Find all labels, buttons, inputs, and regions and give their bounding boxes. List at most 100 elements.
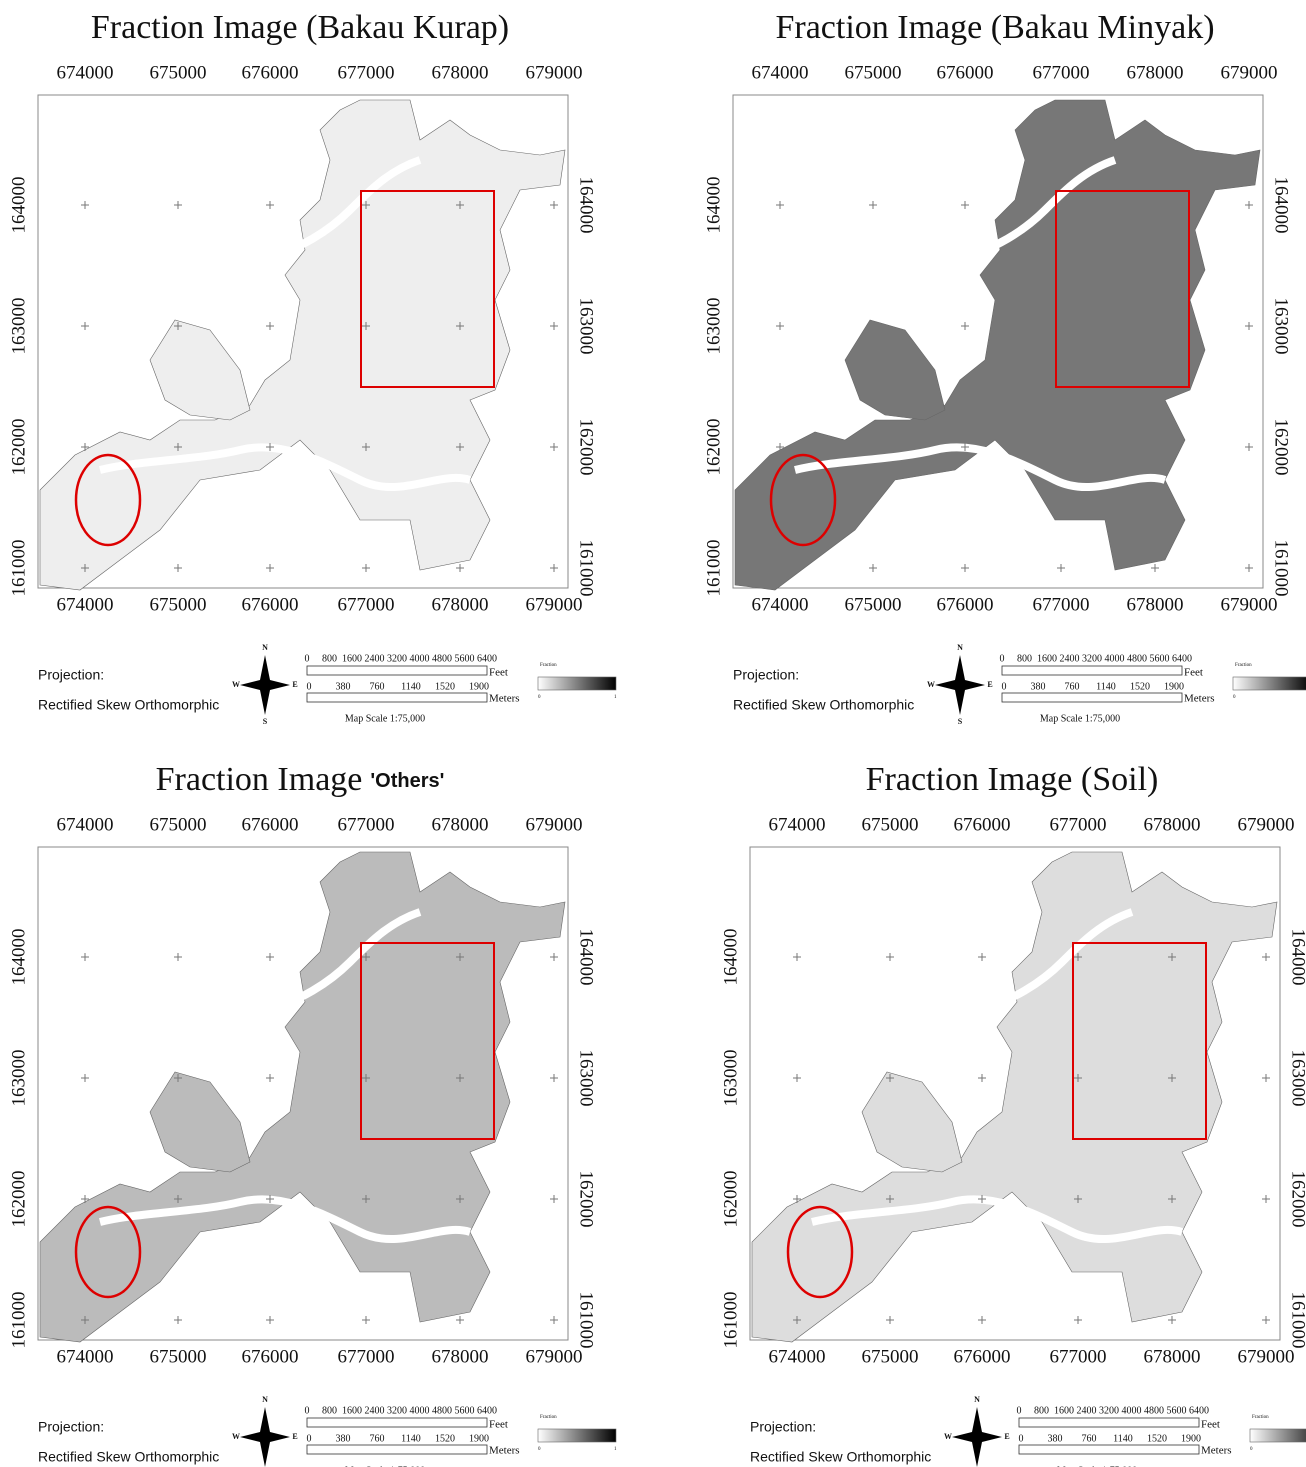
- map-panel: Fraction Image (Bakau Minyak)67400067400…: [703, 9, 1306, 726]
- x-axis-label-bottom: 678000: [432, 1346, 489, 1367]
- feet-tick: 2400: [1077, 1405, 1097, 1416]
- feet-tick: 2400: [1060, 653, 1080, 664]
- meter-tick: 760: [1082, 1433, 1097, 1444]
- x-axis-label-top: 678000: [432, 814, 489, 835]
- meter-tick: 1900: [469, 681, 489, 692]
- fraction-label: Fraction: [540, 1415, 557, 1420]
- feet-bar: [307, 666, 487, 675]
- meter-unit: Meters: [1184, 693, 1215, 705]
- meter-unit: Meters: [1201, 1445, 1232, 1457]
- map-panel: Fraction Image'Others'674000674000675000…: [8, 761, 617, 1467]
- meter-tick: 0: [307, 1433, 312, 1444]
- x-axis-label-top: 675000: [150, 62, 207, 83]
- projection-label: Projection:: [733, 667, 799, 683]
- projection-label: Projection:: [750, 1419, 816, 1435]
- north-arrow: [240, 1407, 290, 1467]
- x-axis-label-bottom: 675000: [150, 1346, 207, 1367]
- feet-tick: 6400: [477, 653, 497, 664]
- meter-tick: 380: [1048, 1433, 1063, 1444]
- fraction-label: Fraction: [1235, 663, 1252, 668]
- fraction-max: 1: [614, 695, 617, 700]
- compass-letter: W: [927, 680, 935, 689]
- y-axis-label-right: 161000: [576, 1292, 597, 1349]
- fraction-max: 1: [614, 1447, 617, 1452]
- x-axis-label-top: 677000: [338, 62, 395, 83]
- x-axis-label-bottom: 677000: [338, 594, 395, 615]
- map-panel: Fraction Image (Bakau Kurap)674000674000…: [8, 9, 617, 726]
- meter-tick: 1900: [469, 1433, 489, 1444]
- projection-label: Projection:: [38, 667, 104, 683]
- x-axis-label-top: 676000: [242, 814, 299, 835]
- feet-tick: 0: [1000, 653, 1005, 664]
- fraction-label: Fraction: [1252, 1415, 1269, 1420]
- feet-tick: 0: [305, 653, 310, 664]
- x-axis-label-top: 679000: [526, 62, 583, 83]
- y-axis-label-left: 161000: [8, 540, 29, 597]
- fraction-ramp: [538, 1429, 616, 1442]
- fraction-ramp: [1250, 1429, 1306, 1442]
- x-axis-label-bottom: 676000: [937, 594, 994, 615]
- x-axis-label-bottom: 675000: [862, 1346, 919, 1367]
- feet-tick: 6400: [477, 1405, 497, 1416]
- fraction-min: 0: [1250, 1447, 1253, 1452]
- feet-tick: 4800: [432, 1405, 452, 1416]
- x-axis-label-bottom: 676000: [242, 1346, 299, 1367]
- map-panel: Fraction Image (Soil)6740006740006750006…: [720, 761, 1306, 1467]
- feet-unit: Feet: [489, 667, 508, 679]
- projection-name: Rectified Skew Orthomorphic: [750, 1449, 931, 1465]
- y-axis-label-right: 162000: [1288, 1171, 1306, 1228]
- x-axis-label-bottom: 674000: [752, 594, 809, 615]
- title-suffix: 'Others': [370, 770, 444, 792]
- y-axis-label-right: 164000: [1271, 177, 1292, 234]
- x-axis-label-bottom: 674000: [57, 594, 114, 615]
- y-axis-label-left: 163000: [8, 298, 29, 355]
- feet-tick: 4800: [432, 653, 452, 664]
- compass-letter: E: [987, 680, 992, 689]
- feet-tick: 6400: [1189, 1405, 1209, 1416]
- map-scale: Map Scale 1:75,000: [345, 713, 425, 724]
- meter-tick: 0: [1002, 681, 1007, 692]
- meter-tick: 1520: [435, 1433, 455, 1444]
- y-axis-label-left: 163000: [720, 1050, 741, 1107]
- meter-tick: 1140: [1113, 1433, 1133, 1444]
- meter-tick: 1520: [1147, 1433, 1167, 1444]
- y-axis-label-left: 161000: [703, 540, 724, 597]
- feet-tick: 1600: [342, 1405, 362, 1416]
- compass-letter: N: [262, 1395, 268, 1404]
- feet-tick: 5600: [455, 653, 475, 664]
- compass-letter: E: [1004, 1432, 1009, 1441]
- meter-bar: [307, 693, 487, 702]
- meter-tick: 1140: [401, 681, 421, 692]
- y-axis-label-right: 164000: [576, 929, 597, 986]
- feet-tick: 4800: [1127, 653, 1147, 664]
- y-axis-label-left: 161000: [720, 1292, 741, 1349]
- meter-bar: [307, 1445, 487, 1454]
- feet-bar: [307, 1418, 487, 1427]
- x-axis-label-top: 676000: [937, 62, 994, 83]
- feet-unit: Feet: [489, 1419, 508, 1431]
- feet-bar: [1002, 666, 1182, 675]
- x-axis-label-top: 676000: [954, 814, 1011, 835]
- x-axis-label-bottom: 679000: [526, 1346, 583, 1367]
- fraction-min: 0: [538, 695, 541, 700]
- y-axis-label-left: 164000: [703, 177, 724, 234]
- x-axis-label-top: 677000: [338, 814, 395, 835]
- meter-tick: 380: [336, 1433, 351, 1444]
- compass-letter: S: [958, 717, 963, 726]
- feet-bar: [1019, 1418, 1199, 1427]
- feet-tick: 5600: [1150, 653, 1170, 664]
- x-axis-label-top: 678000: [1127, 62, 1184, 83]
- meter-tick: 1140: [401, 1433, 421, 1444]
- x-axis-label-top: 675000: [862, 814, 919, 835]
- fraction-ramp: [538, 677, 616, 690]
- x-axis-label-top: 679000: [526, 814, 583, 835]
- projection-name: Rectified Skew Orthomorphic: [733, 697, 914, 713]
- feet-tick: 1600: [342, 653, 362, 664]
- y-axis-label-right: 163000: [576, 1050, 597, 1107]
- y-axis-label-right: 161000: [576, 540, 597, 597]
- compass-letter: N: [262, 643, 268, 652]
- x-axis-label-bottom: 677000: [338, 1346, 395, 1367]
- compass-letter: W: [232, 1432, 240, 1441]
- meter-tick: 760: [370, 681, 385, 692]
- projection-label: Projection:: [38, 1419, 104, 1435]
